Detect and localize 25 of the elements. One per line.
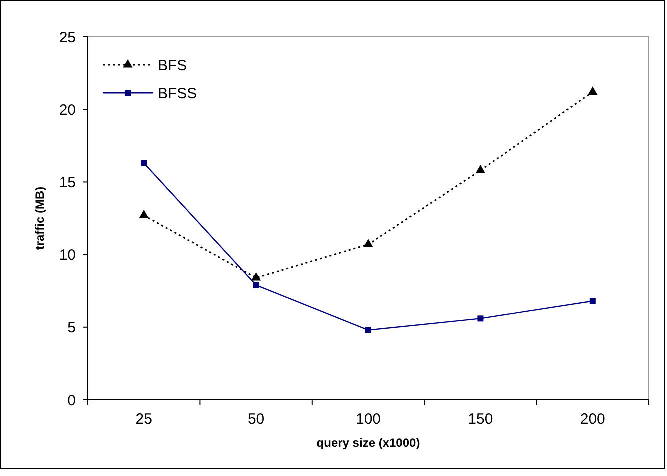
x-tick-label: 200 bbox=[580, 411, 606, 428]
y-tick-label: 10 bbox=[59, 247, 76, 264]
legend-label: BFS bbox=[158, 57, 188, 74]
x-tick-label: 150 bbox=[468, 411, 494, 428]
point bbox=[476, 165, 486, 174]
y-tick-label: 15 bbox=[59, 174, 76, 192]
point bbox=[251, 272, 262, 281]
y-tick-label: 20 bbox=[59, 102, 76, 119]
x-tick-label: 25 bbox=[136, 411, 152, 428]
point bbox=[364, 239, 374, 248]
y-tick-label: 5 bbox=[68, 320, 76, 337]
point bbox=[366, 327, 372, 334]
point bbox=[139, 210, 149, 218]
y-tick-label: 0 bbox=[68, 392, 76, 410]
point bbox=[478, 316, 484, 322]
y-tick-label: 25 bbox=[59, 29, 76, 46]
point bbox=[141, 160, 148, 166]
y-axis-title: traffic (MB) bbox=[33, 186, 47, 250]
x-tick-label: 100 bbox=[356, 411, 382, 428]
point bbox=[588, 86, 598, 95]
point bbox=[253, 282, 260, 288]
x-tick-label: 50 bbox=[248, 411, 265, 428]
legend-label: BFSS bbox=[158, 85, 198, 102]
x-axis-title: query size (x1000) bbox=[316, 436, 420, 450]
point bbox=[590, 298, 596, 304]
